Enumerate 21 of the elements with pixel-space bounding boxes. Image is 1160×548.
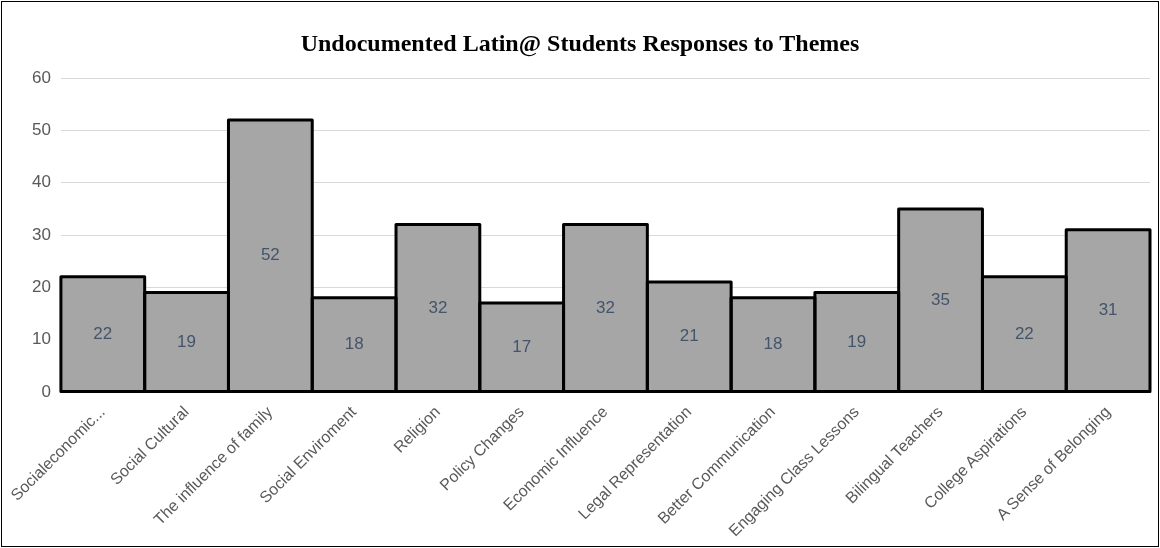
data-label: 52 — [260, 245, 280, 265]
data-label: 22 — [93, 323, 113, 343]
data-label: 19 — [177, 331, 197, 351]
data-label: 35 — [931, 289, 951, 309]
data-label: 32 — [595, 297, 615, 317]
y-tick-label: 0 — [41, 381, 51, 401]
y-tick-label: 30 — [31, 224, 51, 244]
data-label: 22 — [1014, 323, 1034, 343]
data-label: 19 — [847, 331, 867, 351]
data-label: 17 — [512, 336, 532, 356]
y-tick-label: 40 — [31, 172, 51, 192]
data-label: 32 — [428, 297, 448, 317]
data-label: 21 — [679, 326, 699, 346]
y-tick-label: 50 — [31, 120, 51, 140]
chart-title: Undocumented Latin@ Students Responses to Themes — [299, 30, 861, 57]
data-label: 31 — [1098, 300, 1118, 320]
y-tick-label: 60 — [31, 67, 51, 87]
y-tick-label: 20 — [31, 277, 51, 297]
y-tick-label: 10 — [31, 329, 51, 349]
data-label: 18 — [344, 334, 364, 354]
data-label: 18 — [763, 334, 783, 354]
